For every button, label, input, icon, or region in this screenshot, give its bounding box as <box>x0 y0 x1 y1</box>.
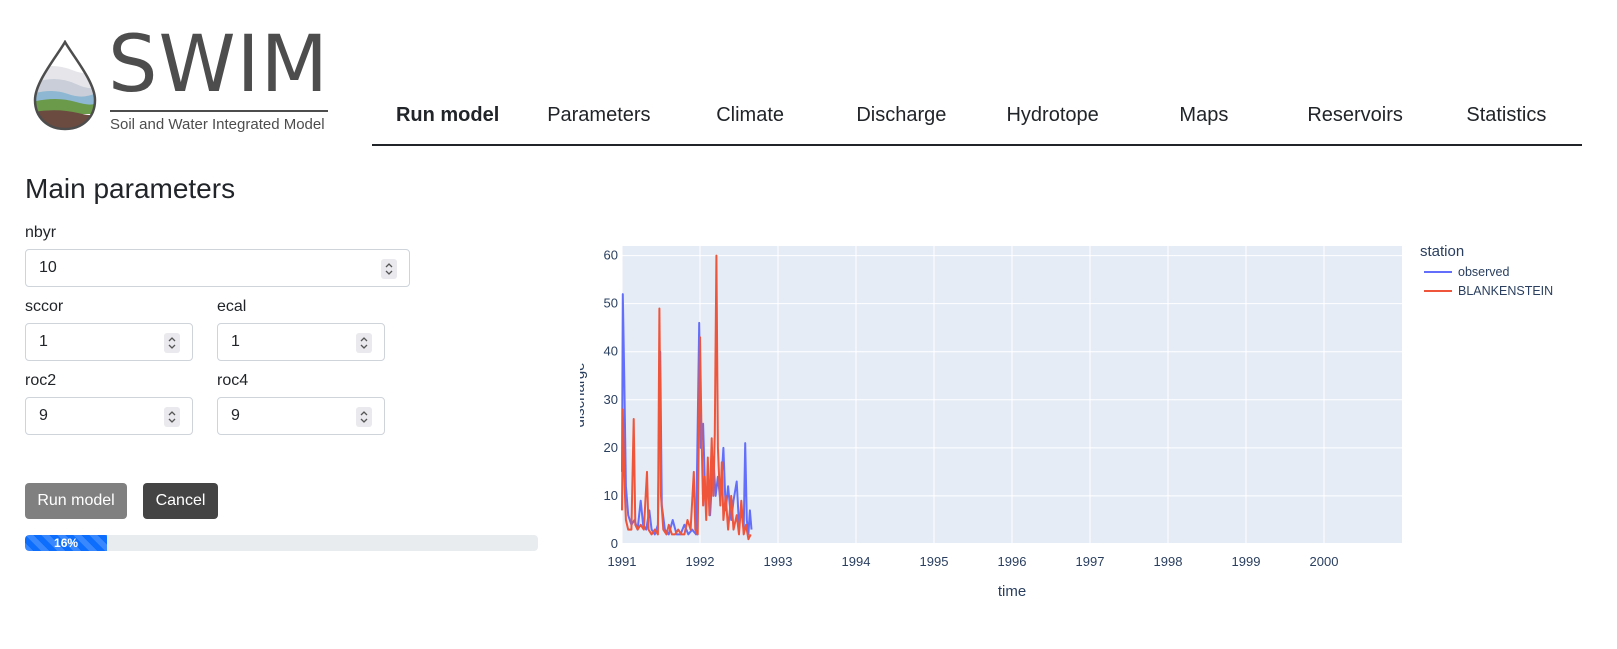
roc2-stepper[interactable] <box>164 407 180 427</box>
section-title: Main parameters <box>25 173 236 204</box>
x-tick-label: 1994 <box>842 554 871 569</box>
roc2-label: roc2 <box>25 372 57 389</box>
stepper-arrows-icon <box>168 337 176 349</box>
main-nav: Run model Parameters Climate Discharge H… <box>372 92 1582 146</box>
tab-climate[interactable]: Climate <box>716 104 785 126</box>
legend-entry: observed <box>1458 265 1509 279</box>
water-drop-icon <box>33 40 97 131</box>
discharge-chart[interactable]: 1991 1992 1993 1994 1995 1996 1997 1998 1999 2000… <box>580 236 1600 616</box>
y-tick-label: 0 <box>611 536 618 551</box>
x-tick-label: 1991 <box>608 554 637 569</box>
stepper-arrows-icon <box>360 337 368 349</box>
y-tick-label: 20 <box>604 440 618 455</box>
nbyr-stepper[interactable] <box>381 259 397 279</box>
logo-wordmark: SWIM <box>108 20 329 110</box>
run-model-button[interactable]: Run model <box>25 483 127 519</box>
sccor-input[interactable]: 1 <box>25 323 193 361</box>
series-line-0 <box>621 293 753 536</box>
nbyr-input[interactable]: 10 <box>25 249 410 287</box>
stepper-arrows-icon <box>168 411 176 423</box>
roc2-value: 9 <box>39 407 48 424</box>
x-tick-label: 1996 <box>998 554 1027 569</box>
x-tick-label: 1999 <box>1232 554 1261 569</box>
tab-run-model[interactable]: Run model <box>395 104 500 126</box>
nbyr-label: nbyr <box>25 224 57 241</box>
roc4-stepper[interactable] <box>356 407 372 427</box>
sccor-label: sccor <box>25 298 64 315</box>
y-tick-label: 10 <box>604 488 618 503</box>
x-tick-label: 1998 <box>1154 554 1183 569</box>
y-tick-label: 60 <box>604 248 618 263</box>
x-tick-label: 1997 <box>1076 554 1105 569</box>
nbyr-value: 10 <box>39 259 57 276</box>
roc4-value: 9 <box>231 407 240 424</box>
stepper-arrows-icon <box>385 263 393 275</box>
logo-divider <box>110 110 328 112</box>
x-tick-label: 1993 <box>764 554 793 569</box>
legend-title: station <box>1420 243 1464 260</box>
x-tick-label: 1992 <box>686 554 715 569</box>
y-tick-label: 40 <box>604 344 618 359</box>
y-tick-label: 30 <box>604 392 618 407</box>
x-axis-title: time <box>998 583 1026 600</box>
tab-discharge[interactable]: Discharge <box>856 104 947 126</box>
roc4-input[interactable]: 9 <box>217 397 385 435</box>
x-tick-label: 1995 <box>920 554 949 569</box>
tab-hydrotope[interactable]: Hydrotope <box>1006 104 1099 126</box>
x-tick-label: 2000 <box>1310 554 1339 569</box>
tab-statistics[interactable]: Statistics <box>1466 104 1547 126</box>
progress-bar-track: 16% <box>25 535 538 551</box>
stepper-arrows-icon <box>360 411 368 423</box>
series-line-1 <box>621 254 752 541</box>
roc2-input[interactable]: 9 <box>25 397 193 435</box>
ecal-label: ecal <box>217 298 247 315</box>
progress-bar-fill: 16% <box>25 535 108 551</box>
sccor-stepper[interactable] <box>164 333 180 353</box>
sccor-value: 1 <box>39 333 48 350</box>
ecal-stepper[interactable] <box>356 333 372 353</box>
cancel-button[interactable]: Cancel <box>143 483 218 519</box>
tab-parameters[interactable]: Parameters <box>547 104 651 126</box>
swim-logo: SWIM Soil and Water Integrated Model <box>32 26 332 138</box>
roc4-label: roc4 <box>217 372 249 389</box>
y-tick-label: 50 <box>604 296 618 311</box>
logo-subtitle: Soil and Water Integrated Model <box>110 116 325 133</box>
y-axis-title: discharge <box>580 362 588 427</box>
ecal-input[interactable]: 1 <box>217 323 385 361</box>
ecal-value: 1 <box>231 333 240 350</box>
legend-entry: BLANKENSTEIN <box>1458 284 1553 298</box>
tab-maps[interactable]: Maps <box>1179 104 1229 126</box>
tab-reservoirs[interactable]: Reservoirs <box>1307 104 1403 126</box>
